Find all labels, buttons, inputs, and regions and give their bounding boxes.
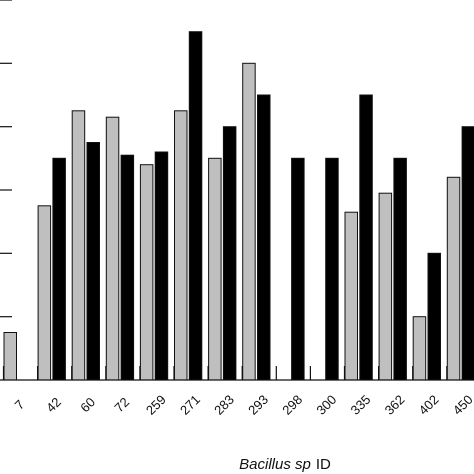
bar-362-series-1 xyxy=(378,192,393,381)
bars xyxy=(3,31,474,381)
x-tick-label-60: 60 xyxy=(77,394,98,415)
bar-450-series-1 xyxy=(446,176,461,381)
x-tick-label-335: 335 xyxy=(347,392,373,418)
bar-283-series-1 xyxy=(208,157,222,381)
bar-283-series-2 xyxy=(222,126,237,381)
x-tick-label-42: 42 xyxy=(43,394,64,415)
bar-60-series-2 xyxy=(86,142,100,381)
x-tick-label-298: 298 xyxy=(279,392,305,418)
bar-259-series-2 xyxy=(154,151,169,381)
x-tick-label-7: 7 xyxy=(12,397,28,413)
bar-402-series-1 xyxy=(412,316,427,381)
bar-293-series-1 xyxy=(242,62,256,381)
x-axis-title: Bacillus sp ID xyxy=(239,456,331,473)
bar-72-series-2 xyxy=(120,154,135,381)
x-tick-label-450: 450 xyxy=(450,392,474,418)
bar-42-series-1 xyxy=(37,205,52,381)
bar-300-series-2 xyxy=(325,157,339,381)
bar-259-series-1 xyxy=(139,164,154,381)
bar-7-series-1 xyxy=(3,332,17,381)
x-tick-label-271: 271 xyxy=(177,392,203,418)
x-tick-label-402: 402 xyxy=(416,392,442,418)
bar-450-series-2 xyxy=(461,126,474,381)
bar-335-series-1 xyxy=(344,211,358,381)
x-tick-label-293: 293 xyxy=(245,392,271,418)
bar-335-series-2 xyxy=(359,94,373,381)
x-tick-label-362: 362 xyxy=(382,392,408,418)
x-axis-title-italic: Bacillus sp xyxy=(239,456,311,473)
bar-42-series-2 xyxy=(52,157,66,381)
bar-293-series-2 xyxy=(257,94,271,381)
x-tick-label-283: 283 xyxy=(211,392,237,418)
bar-271-series-2 xyxy=(188,31,203,381)
bar-402-series-2 xyxy=(427,252,441,381)
x-tick-label-72: 72 xyxy=(111,394,132,415)
bar-271-series-1 xyxy=(174,110,188,381)
bar-298-series-2 xyxy=(291,157,305,381)
bar-60-series-1 xyxy=(71,110,86,381)
x-tick-labels: 7 42 60 72 259 271 283 293 298 300 335 362 402 450 xyxy=(12,392,474,418)
bar-72-series-1 xyxy=(105,116,120,381)
x-axis-title-plain: ID xyxy=(316,456,331,473)
bar-362-series-2 xyxy=(393,157,407,381)
x-tick-label-259: 259 xyxy=(143,392,169,418)
x-tick-label-300: 300 xyxy=(313,392,339,418)
